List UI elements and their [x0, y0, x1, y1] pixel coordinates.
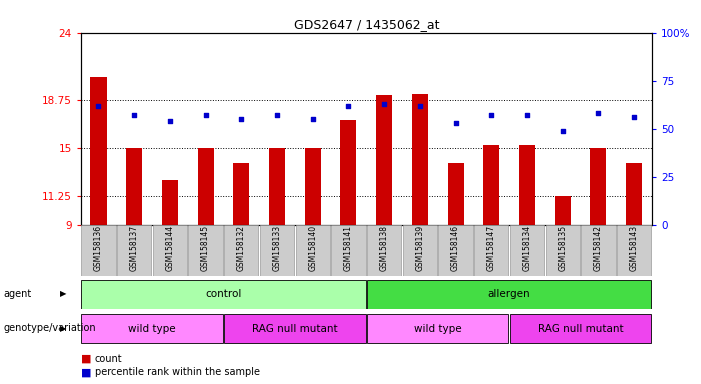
FancyBboxPatch shape — [224, 225, 259, 276]
FancyBboxPatch shape — [332, 225, 365, 276]
Text: genotype/variation: genotype/variation — [4, 323, 96, 333]
Point — [128, 112, 139, 118]
FancyBboxPatch shape — [510, 225, 544, 276]
Text: GSM158144: GSM158144 — [165, 225, 175, 271]
Bar — [198, 148, 214, 225]
FancyBboxPatch shape — [81, 280, 365, 308]
Point — [307, 116, 318, 122]
FancyBboxPatch shape — [402, 225, 437, 276]
Text: GSM158135: GSM158135 — [558, 225, 567, 271]
Text: GSM158141: GSM158141 — [344, 225, 353, 271]
Text: allergen: allergen — [488, 289, 531, 299]
Text: wild type: wild type — [414, 324, 461, 334]
Point — [557, 127, 569, 134]
Bar — [341, 120, 356, 225]
Point — [164, 118, 175, 124]
Bar — [483, 145, 499, 225]
FancyBboxPatch shape — [510, 314, 651, 343]
Bar — [162, 180, 178, 225]
Title: GDS2647 / 1435062_at: GDS2647 / 1435062_at — [294, 18, 439, 31]
Text: control: control — [205, 289, 242, 299]
Point — [486, 112, 497, 118]
Bar — [411, 94, 428, 225]
Bar — [233, 163, 250, 225]
FancyBboxPatch shape — [545, 225, 580, 276]
FancyBboxPatch shape — [438, 225, 472, 276]
Point — [593, 110, 604, 116]
Text: ■: ■ — [81, 354, 91, 364]
FancyBboxPatch shape — [189, 225, 223, 276]
Point — [414, 103, 426, 109]
FancyBboxPatch shape — [260, 225, 294, 276]
Bar — [447, 163, 463, 225]
Point — [236, 116, 247, 122]
Text: GSM158134: GSM158134 — [522, 225, 531, 271]
Text: percentile rank within the sample: percentile rank within the sample — [95, 367, 259, 377]
Text: GSM158137: GSM158137 — [130, 225, 139, 271]
Text: agent: agent — [4, 289, 32, 299]
Point — [343, 103, 354, 109]
FancyBboxPatch shape — [617, 225, 651, 276]
Point — [522, 112, 533, 118]
Point — [200, 112, 211, 118]
Bar — [305, 148, 321, 225]
FancyBboxPatch shape — [367, 314, 508, 343]
Text: ■: ■ — [81, 367, 91, 377]
Bar — [90, 78, 107, 225]
Text: count: count — [95, 354, 122, 364]
Bar — [554, 197, 571, 225]
Text: GSM158147: GSM158147 — [486, 225, 496, 271]
Bar — [269, 148, 285, 225]
Bar — [376, 95, 392, 225]
Text: RAG null mutant: RAG null mutant — [538, 324, 623, 334]
Bar — [590, 148, 606, 225]
Text: GSM158136: GSM158136 — [94, 225, 103, 271]
FancyBboxPatch shape — [367, 225, 401, 276]
Text: GSM158138: GSM158138 — [380, 225, 388, 271]
Text: ▶: ▶ — [60, 324, 67, 333]
Bar — [626, 163, 642, 225]
Text: GSM158145: GSM158145 — [201, 225, 210, 271]
Point — [629, 114, 640, 120]
Text: RAG null mutant: RAG null mutant — [252, 324, 338, 334]
FancyBboxPatch shape — [153, 225, 187, 276]
FancyBboxPatch shape — [224, 314, 365, 343]
FancyBboxPatch shape — [81, 314, 223, 343]
FancyBboxPatch shape — [296, 225, 330, 276]
Point — [450, 120, 461, 126]
Text: GSM158139: GSM158139 — [415, 225, 424, 271]
Point — [379, 101, 390, 107]
Point — [271, 112, 283, 118]
FancyBboxPatch shape — [117, 225, 151, 276]
Text: wild type: wild type — [128, 324, 176, 334]
Point — [93, 103, 104, 109]
Bar — [126, 148, 142, 225]
Text: ▶: ▶ — [60, 289, 67, 298]
Text: GSM158143: GSM158143 — [629, 225, 639, 271]
Bar — [519, 145, 535, 225]
Text: GSM158142: GSM158142 — [594, 225, 603, 271]
FancyBboxPatch shape — [581, 225, 615, 276]
FancyBboxPatch shape — [367, 280, 651, 308]
Text: GSM158133: GSM158133 — [273, 225, 282, 271]
Text: GSM158140: GSM158140 — [308, 225, 318, 271]
Text: GSM158146: GSM158146 — [451, 225, 460, 271]
Text: GSM158132: GSM158132 — [237, 225, 246, 271]
FancyBboxPatch shape — [81, 225, 116, 276]
FancyBboxPatch shape — [474, 225, 508, 276]
